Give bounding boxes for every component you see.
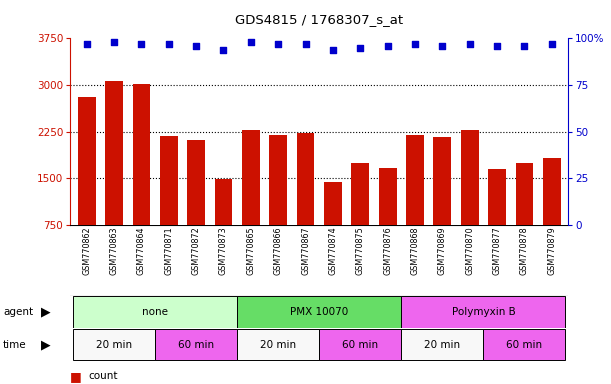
Text: none: none [142, 307, 168, 317]
Point [465, 41, 475, 47]
Text: 60 min: 60 min [178, 339, 214, 350]
Bar [516, 162, 533, 271]
Point [246, 39, 256, 45]
Text: GSM770864: GSM770864 [137, 226, 146, 275]
Text: GDS4815 / 1768307_s_at: GDS4815 / 1768307_s_at [235, 13, 403, 26]
Text: count: count [89, 371, 118, 381]
Point [109, 39, 119, 45]
Text: GSM770871: GSM770871 [164, 226, 174, 275]
Point [301, 41, 310, 47]
Text: 20 min: 20 min [424, 339, 461, 350]
Bar [461, 130, 478, 271]
Text: 60 min: 60 min [507, 339, 543, 350]
Bar [351, 162, 369, 271]
Bar [406, 135, 424, 271]
Bar [214, 179, 232, 271]
Bar [324, 182, 342, 271]
Point [356, 45, 365, 51]
Point [219, 46, 229, 53]
Text: GSM770874: GSM770874 [329, 226, 337, 275]
Text: GSM770862: GSM770862 [82, 226, 91, 275]
Bar [543, 158, 561, 271]
Bar [488, 169, 506, 271]
Text: GSM770876: GSM770876 [383, 226, 392, 275]
Text: GSM770875: GSM770875 [356, 226, 365, 275]
Text: GSM770866: GSM770866 [274, 226, 283, 275]
Point [437, 43, 447, 49]
Text: GSM770873: GSM770873 [219, 226, 228, 275]
Bar [433, 137, 452, 271]
Point [164, 41, 174, 47]
Text: GSM770867: GSM770867 [301, 226, 310, 275]
Point [519, 43, 529, 49]
Bar [297, 133, 315, 271]
Bar [160, 136, 178, 271]
Point [547, 41, 557, 47]
Point [492, 43, 502, 49]
Point [273, 41, 283, 47]
Text: time: time [3, 339, 27, 350]
Bar [319, 329, 401, 360]
Text: GSM770878: GSM770878 [520, 226, 529, 275]
Text: GSM770870: GSM770870 [465, 226, 474, 275]
Text: ▶: ▶ [41, 338, 51, 351]
Point [328, 46, 338, 53]
Text: GSM770868: GSM770868 [411, 226, 420, 275]
Text: 20 min: 20 min [260, 339, 296, 350]
Bar [133, 84, 150, 271]
Bar [73, 296, 237, 328]
Bar [401, 329, 483, 360]
Text: 60 min: 60 min [342, 339, 378, 350]
Bar [401, 296, 566, 328]
Bar [78, 98, 95, 271]
Text: agent: agent [3, 307, 33, 317]
Point [191, 43, 201, 49]
Point [410, 41, 420, 47]
Bar [187, 140, 205, 271]
Text: 20 min: 20 min [96, 339, 132, 350]
Text: GSM770879: GSM770879 [547, 226, 556, 275]
Bar [269, 135, 287, 271]
Bar [155, 329, 237, 360]
Point [136, 41, 146, 47]
Text: ■: ■ [70, 370, 82, 383]
Text: GSM770877: GSM770877 [492, 226, 502, 275]
Bar [483, 329, 566, 360]
Bar [105, 81, 123, 271]
Point [82, 41, 92, 47]
Bar [242, 130, 260, 271]
Text: GSM770872: GSM770872 [192, 226, 200, 275]
Text: ▶: ▶ [41, 306, 51, 318]
Text: GSM770869: GSM770869 [438, 226, 447, 275]
Text: PMX 10070: PMX 10070 [290, 307, 348, 317]
Text: GSM770863: GSM770863 [109, 226, 119, 275]
Text: Polymyxin B: Polymyxin B [452, 307, 515, 317]
Bar [73, 329, 155, 360]
Point [382, 43, 392, 49]
Bar [379, 167, 397, 271]
Bar [237, 329, 319, 360]
Bar [237, 296, 401, 328]
Text: GSM770865: GSM770865 [246, 226, 255, 275]
